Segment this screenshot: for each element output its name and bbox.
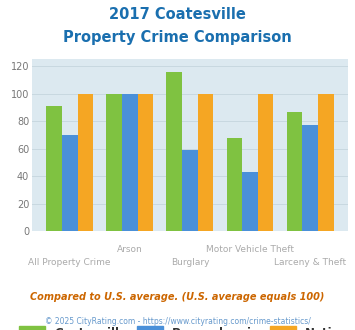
Bar	[106, 94, 122, 231]
Bar	[138, 94, 153, 231]
Bar	[166, 72, 182, 231]
Bar	[242, 172, 258, 231]
Bar	[318, 94, 334, 231]
Text: Arson: Arson	[117, 245, 143, 254]
Text: Motor Vehicle Theft: Motor Vehicle Theft	[206, 245, 294, 254]
Bar	[62, 135, 77, 231]
Bar	[46, 106, 62, 231]
Bar	[77, 94, 93, 231]
Text: Compared to U.S. average. (U.S. average equals 100): Compared to U.S. average. (U.S. average …	[30, 292, 325, 302]
Legend: Coatesville, Pennsylvania, National: Coatesville, Pennsylvania, National	[19, 326, 355, 330]
Bar	[122, 94, 138, 231]
Bar	[198, 94, 213, 231]
Text: Property Crime Comparison: Property Crime Comparison	[63, 30, 292, 45]
Text: 2017 Coatesville: 2017 Coatesville	[109, 7, 246, 21]
Text: Burglary: Burglary	[171, 258, 209, 267]
Bar	[302, 125, 318, 231]
Bar	[226, 138, 242, 231]
Text: All Property Crime: All Property Crime	[28, 258, 111, 267]
Bar	[287, 112, 302, 231]
Bar	[258, 94, 273, 231]
Bar	[182, 150, 198, 231]
Text: © 2025 CityRating.com - https://www.cityrating.com/crime-statistics/: © 2025 CityRating.com - https://www.city…	[45, 317, 310, 326]
Text: Larceny & Theft: Larceny & Theft	[274, 258, 346, 267]
